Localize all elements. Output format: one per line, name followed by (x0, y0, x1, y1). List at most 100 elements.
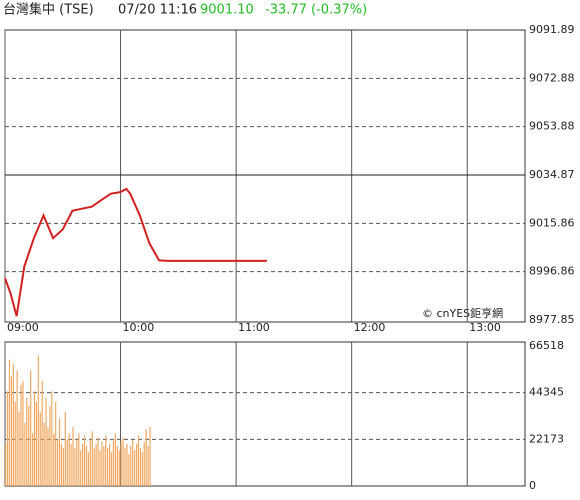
volume-bar (87, 452, 90, 486)
volume-bar (41, 380, 43, 486)
volume-bar (135, 443, 138, 486)
volume-bar (6, 391, 9, 486)
volume-bar (126, 443, 128, 486)
volume-bar (145, 429, 147, 486)
volume-bar (85, 446, 88, 486)
x-tick-label: 13:00 (469, 321, 501, 334)
volume-bar (60, 443, 63, 486)
volume-bar (76, 439, 78, 486)
quote-time: 07/20 11:16 (118, 3, 197, 18)
volume-bar (8, 359, 11, 486)
volume-bar (89, 439, 91, 486)
index-name: 台灣集中 (TSE) (3, 2, 94, 18)
volume-bar (112, 439, 115, 486)
volume-bar (53, 433, 55, 486)
volume-bar (116, 446, 118, 486)
y-tick-label: 9034.87 (529, 168, 575, 181)
volume-bar (14, 401, 16, 486)
volume-bar (124, 448, 126, 486)
volume-bar (134, 450, 136, 486)
x-tick-label: 09:00 (7, 321, 39, 334)
y-tick-label: 8996.86 (529, 265, 575, 278)
watermark: © cnYES鉅亨網 (422, 306, 503, 320)
volume-bar (74, 448, 76, 486)
volume-bar (110, 452, 113, 486)
volume-bar (107, 448, 109, 486)
volume-bar (37, 355, 39, 486)
volume-bar (141, 452, 143, 486)
volume-bar (72, 427, 74, 486)
volume-bar (51, 391, 53, 486)
y-tick-label: 9053.88 (529, 120, 575, 133)
volume-bar (26, 397, 28, 486)
volume-bar (58, 418, 61, 486)
x-tick-label: 12:00 (354, 321, 386, 334)
volume-bar (149, 427, 151, 486)
volume-bar (10, 376, 12, 486)
volume-bar (118, 450, 120, 486)
volume-bar (31, 433, 34, 486)
volume-bar (139, 448, 142, 486)
volume-bar (93, 448, 95, 486)
volume-bar (66, 439, 68, 486)
volume-bar (39, 412, 41, 486)
volume-bar (99, 450, 101, 486)
index-price: 9001.10 (200, 3, 254, 18)
volume-bar (22, 380, 24, 486)
volume-bar (114, 433, 116, 486)
volume-bar (45, 397, 47, 486)
volume-bar (101, 441, 103, 486)
volume-bar (82, 443, 84, 486)
volume-bar (16, 370, 18, 486)
volume-bar (70, 443, 72, 486)
volume-bar (143, 441, 145, 486)
volume-bar (95, 443, 97, 486)
y-tick-label: 9091.89 (529, 23, 575, 36)
volume-bar (43, 422, 45, 486)
volume-bar (35, 401, 38, 486)
y-tick-label: 22173 (529, 432, 564, 445)
volume-bar (64, 412, 66, 486)
volume-bar (49, 406, 51, 486)
volume-bar (137, 435, 140, 486)
volume-bar (78, 433, 80, 486)
volume-bar (83, 435, 86, 486)
y-tick-label: 44345 (529, 386, 564, 399)
volume-bar (130, 446, 132, 486)
volume-bar (55, 401, 57, 486)
y-tick-label: 8977.85 (529, 313, 575, 326)
volume-bar (109, 443, 111, 486)
volume-bar (20, 384, 22, 486)
x-tick-label: 10:00 (123, 321, 155, 334)
volume-bar (120, 441, 122, 486)
volume-bar (128, 454, 130, 486)
price-line (4, 187, 267, 317)
volume-bar (80, 450, 82, 486)
volume-bar (24, 422, 26, 486)
volume-bar (5, 443, 7, 486)
volume-bar (147, 446, 149, 486)
volume-bar (12, 363, 14, 486)
volume-bar (62, 448, 64, 486)
y-tick-label: 9072.88 (529, 71, 575, 84)
volume-bar (103, 446, 105, 486)
volume-bar (33, 391, 36, 486)
volume-bar (68, 433, 70, 486)
y-tick-label: 0 (529, 479, 536, 492)
y-tick-label: 66518 (529, 339, 564, 352)
volume-bar (30, 370, 32, 486)
volume-bar (47, 427, 49, 486)
volume-bar (97, 437, 99, 486)
x-tick-label: 11:00 (238, 321, 270, 334)
y-tick-label: 9015.86 (529, 216, 575, 229)
volume-bar (57, 439, 59, 486)
volume-bar (132, 439, 134, 486)
volume-bar (122, 437, 124, 486)
index-change: -33.77 (-0.37%) (265, 3, 367, 18)
volume-bar (91, 431, 93, 486)
volume-bar (105, 435, 107, 486)
volume-bar (18, 412, 20, 486)
volume-bar (28, 406, 30, 486)
